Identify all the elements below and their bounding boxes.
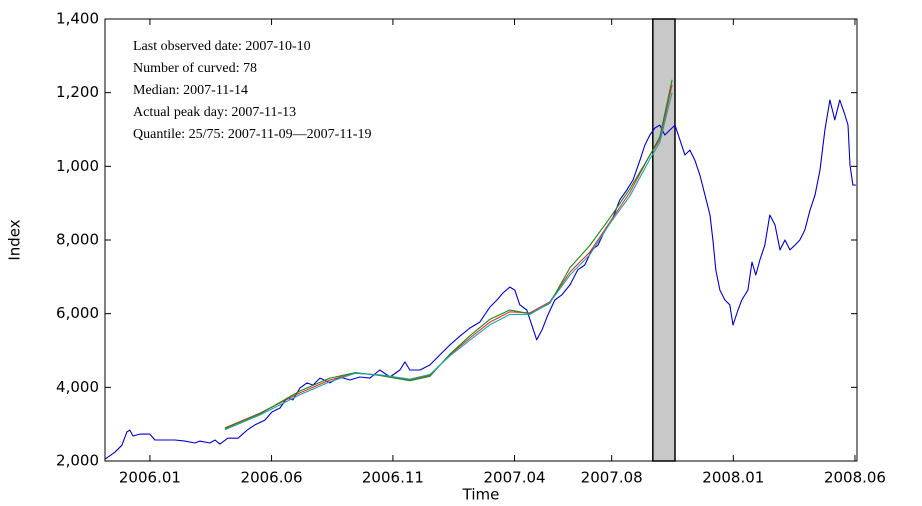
series-line — [224, 92, 673, 431]
x-tick-label: 2008.01 — [702, 469, 764, 487]
y-axis-label: Index — [6, 219, 24, 260]
x-tick-label: 2007.08 — [581, 469, 643, 487]
annotation: Number of curved: 78 — [133, 61, 257, 76]
y-tick-label: 2,000 — [56, 452, 99, 470]
annotation: Actual peak day: 2007-11-13 — [133, 105, 296, 120]
annotation: Last observed date: 2007-10-10 — [133, 39, 311, 54]
x-tick-label: 2006.11 — [362, 469, 424, 487]
series-line — [224, 79, 673, 430]
x-tick-label: 2006.06 — [241, 469, 303, 487]
x-tick-label: 2008.06 — [824, 469, 886, 487]
annotation: Median: 2007-11-14 — [133, 83, 248, 98]
y-tick-label: 1,000 — [56, 157, 99, 175]
y-tick-label: 1,400 — [56, 10, 99, 28]
annotation: Quantile: 25/75: 2007-11-09—2007-11-19 — [133, 127, 372, 142]
y-tick-label: 8,000 — [56, 231, 99, 249]
x-axis-label: Time — [462, 486, 500, 504]
y-tick-label: 4,000 — [56, 378, 99, 396]
series-line — [224, 84, 673, 429]
y-tick-label: 1,200 — [56, 83, 99, 101]
y-tick-label: 6,000 — [56, 304, 99, 322]
x-tick-label: 2007.04 — [484, 469, 546, 487]
x-tick-label: 2006.01 — [119, 469, 181, 487]
series-line — [104, 99, 856, 460]
